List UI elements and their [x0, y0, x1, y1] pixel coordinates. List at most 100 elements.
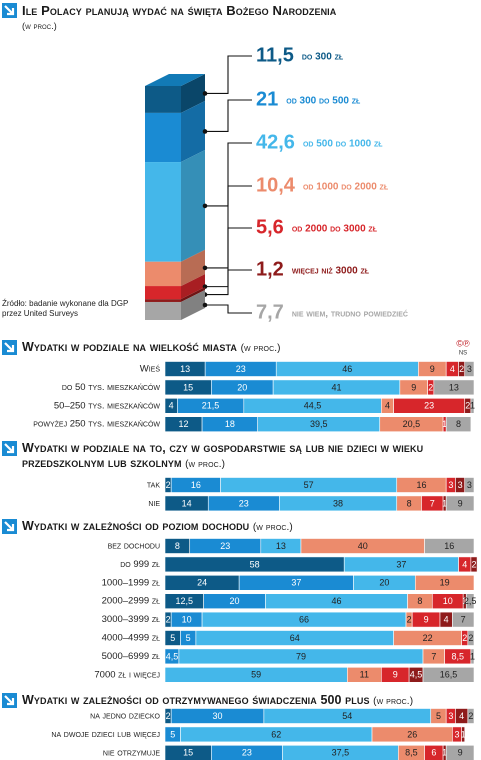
section-title: Wydatki w podziale na wielkość miasta (w…: [22, 340, 477, 356]
leader-line: [205, 185, 252, 269]
value-label: 1,2: [256, 258, 284, 280]
value-label: 10: [182, 614, 192, 624]
value-label: 16: [191, 480, 201, 490]
leader-dot: [202, 91, 208, 96]
bar-segment: [422, 666, 475, 683]
value-label: 2: [166, 711, 171, 721]
value-label: 13: [449, 382, 459, 392]
section-icon: [2, 3, 17, 18]
row-label: do 50 tys. mieszkańców: [62, 382, 161, 393]
segment-side: [181, 100, 205, 163]
value-label: 3: [454, 729, 459, 739]
value-label: 22: [423, 633, 433, 643]
bar-segment: [424, 538, 475, 554]
value-label: 1: [470, 651, 475, 661]
segment-front: [145, 261, 181, 287]
value-label: 8: [456, 419, 461, 429]
value-label: 10,4: [256, 174, 296, 196]
value-label: 23: [239, 498, 249, 508]
value-label: 4: [169, 401, 174, 411]
value-label: 8,5: [452, 651, 465, 661]
value-label: 8: [407, 498, 412, 508]
value-label: 2: [462, 633, 467, 643]
leader-line: [205, 55, 252, 95]
value-label: 4: [459, 711, 464, 721]
value-label: 37: [396, 559, 406, 569]
value-label: 4,5: [166, 651, 179, 661]
category-label: od 2000 do 3000 zł: [292, 224, 378, 235]
value-label: 14: [182, 498, 192, 508]
value-label: 62: [271, 729, 281, 739]
main-title: Ile Polacy planują wydać na święta Bożeg…: [22, 3, 337, 18]
value-label: 4,5: [410, 670, 423, 680]
value-label: 9: [430, 364, 435, 374]
segment-side: [181, 274, 205, 300]
segment-front: [145, 112, 181, 163]
value-label: 46: [342, 364, 352, 374]
value-label: 26: [407, 729, 417, 739]
value-label: 2: [459, 364, 464, 374]
leader-dot: [202, 265, 208, 271]
value-label: 20,5: [403, 419, 421, 429]
bar-segment: [464, 361, 475, 377]
value-label: 24: [197, 578, 207, 588]
segment-front: [145, 286, 181, 300]
value-label: 5,6: [256, 216, 284, 238]
section-title: Wydatki w podziale na to, czy w gospodar…: [22, 441, 477, 472]
source: Źródło: badanie wykonane dla DGP przez U…: [2, 299, 129, 318]
value-label: 4: [444, 614, 449, 624]
value-label: 3: [467, 480, 472, 490]
title-text: Wydatki w podziale na to, czy w gospodar…: [22, 441, 424, 470]
value-label: 2: [428, 382, 433, 392]
section-icon: [2, 340, 17, 355]
value-label: 3: [458, 480, 463, 490]
value-label: 2: [166, 480, 171, 490]
section-title: Wydatki w zależności od poziom dochodu (…: [22, 519, 477, 535]
bar-segment: [470, 648, 475, 665]
segment-top: [145, 74, 205, 86]
value-label: 39,5: [310, 419, 328, 429]
row-label: na jedno dziecko: [90, 711, 160, 722]
value-label: 79: [296, 651, 306, 661]
bar-segment: [452, 611, 475, 628]
row-label: do 999 zł: [120, 559, 160, 570]
value-label: 12,5: [176, 596, 194, 606]
segment-front: [145, 162, 181, 262]
value-label: 16: [416, 480, 426, 490]
value-label: 23: [242, 748, 252, 758]
value-label: 2: [471, 559, 476, 569]
leader-line: [205, 142, 252, 207]
section-title: Wydatki w zależności od otrzymywanego św…: [22, 693, 477, 709]
value-label: 2,5: [464, 596, 477, 606]
value-label: 2: [465, 401, 470, 411]
value-label: 15: [183, 748, 193, 758]
segment-side: [181, 249, 205, 287]
value-label: 8: [175, 541, 180, 551]
value-label: 42,6: [256, 131, 295, 153]
bar-segment: [145, 150, 205, 262]
segment-side: [181, 74, 205, 113]
subtitle: (w proc.): [252, 522, 293, 533]
bar-segment: [470, 397, 475, 414]
value-label: 7: [461, 614, 466, 624]
value-label: 15: [183, 382, 193, 392]
value-label: 20: [237, 382, 247, 392]
value-label: 2: [407, 614, 412, 624]
value-label: 5: [436, 711, 441, 721]
bar-segment: [145, 100, 205, 163]
segment-front: [145, 301, 181, 320]
segment-side: [181, 287, 205, 302]
value-label: 21,5: [202, 401, 220, 411]
bar-segment: [465, 593, 475, 610]
subtitle: (w proc.): [373, 696, 414, 707]
leader-line: [205, 227, 252, 288]
value-label: 1: [462, 596, 467, 606]
value-label: 4: [385, 401, 390, 411]
value-label: 1: [461, 729, 466, 739]
value-label: 4: [462, 559, 467, 569]
row-label: nie otrzymuje: [103, 747, 160, 758]
value-label: 44,5: [304, 401, 322, 411]
value-label: 3: [448, 480, 453, 490]
row-label: tak: [147, 480, 160, 491]
bar-segment: [145, 274, 205, 300]
